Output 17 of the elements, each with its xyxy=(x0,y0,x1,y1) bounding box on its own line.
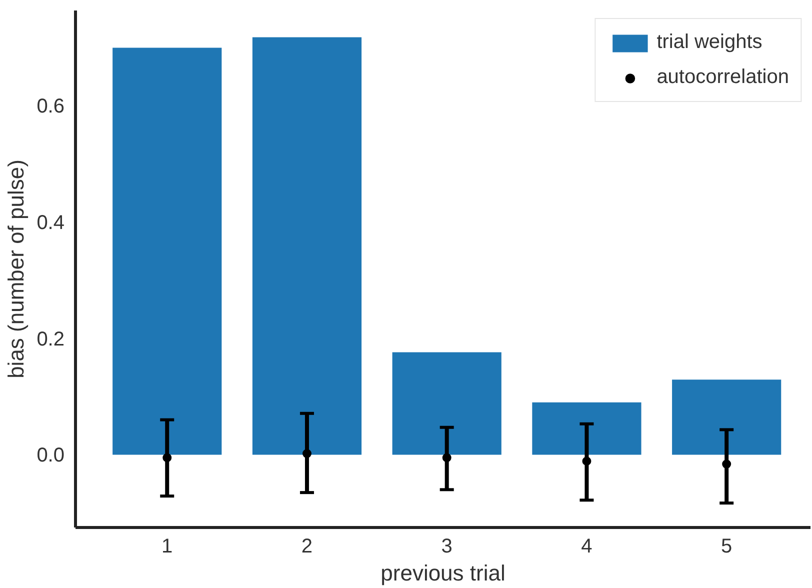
bar xyxy=(392,352,502,455)
x-tick-label: 1 xyxy=(162,536,173,558)
y-tick-label: 0.4 xyxy=(36,212,65,234)
x-tick-label: 2 xyxy=(301,536,313,558)
x-tick-label: 4 xyxy=(581,536,592,558)
x-tick-label: 5 xyxy=(721,536,732,558)
x-axis-title: previous trial xyxy=(380,560,506,586)
bar xyxy=(252,37,362,455)
bar xyxy=(112,48,222,455)
x-tick-label: 3 xyxy=(441,536,452,558)
y-tick-label: 0.0 xyxy=(36,444,65,467)
legend-label: trial weights xyxy=(656,31,762,54)
y-tick-label: 0.6 xyxy=(36,95,65,118)
y-axis-title: bias (number of pulse) xyxy=(4,160,29,378)
bar xyxy=(672,380,782,455)
y-tick-label: 0.2 xyxy=(36,328,65,350)
legend-label: autocorrelation xyxy=(656,66,789,89)
